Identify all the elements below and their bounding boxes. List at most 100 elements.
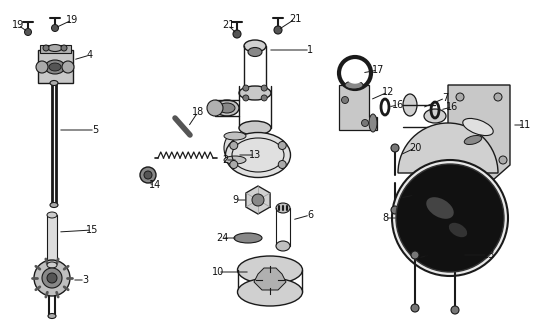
Circle shape	[391, 206, 399, 214]
Text: 2: 2	[222, 155, 228, 165]
Text: 13: 13	[249, 150, 261, 160]
Circle shape	[233, 30, 241, 38]
Text: 15: 15	[86, 225, 98, 235]
Ellipse shape	[449, 223, 467, 237]
Circle shape	[243, 85, 249, 91]
Polygon shape	[448, 85, 510, 180]
Circle shape	[396, 164, 504, 272]
Ellipse shape	[225, 132, 291, 178]
Text: 23: 23	[482, 250, 494, 260]
Ellipse shape	[207, 100, 223, 116]
Circle shape	[392, 160, 508, 276]
Text: 16: 16	[392, 100, 404, 110]
Circle shape	[261, 95, 267, 101]
Polygon shape	[254, 268, 286, 290]
Circle shape	[278, 161, 286, 169]
Text: 3: 3	[82, 275, 88, 285]
Circle shape	[456, 93, 464, 101]
Ellipse shape	[238, 278, 302, 306]
Ellipse shape	[215, 100, 239, 116]
Ellipse shape	[238, 256, 302, 284]
Polygon shape	[339, 85, 377, 130]
Circle shape	[494, 93, 502, 101]
Circle shape	[42, 268, 62, 288]
Text: 20: 20	[409, 190, 421, 200]
Circle shape	[391, 144, 399, 152]
Ellipse shape	[224, 132, 246, 140]
Text: 12: 12	[382, 87, 394, 97]
Text: 10: 10	[212, 267, 224, 277]
Text: 1: 1	[307, 45, 313, 55]
Circle shape	[34, 260, 70, 296]
Circle shape	[62, 61, 74, 73]
Text: 11: 11	[519, 120, 531, 130]
Ellipse shape	[45, 60, 65, 74]
Ellipse shape	[369, 114, 377, 132]
Ellipse shape	[276, 241, 290, 251]
Circle shape	[51, 25, 58, 31]
Ellipse shape	[426, 197, 454, 219]
Polygon shape	[40, 45, 71, 53]
Text: 21: 21	[289, 14, 301, 24]
Ellipse shape	[239, 86, 271, 100]
Ellipse shape	[464, 135, 482, 145]
Text: 16: 16	[446, 102, 458, 112]
Text: 8: 8	[382, 213, 388, 223]
Ellipse shape	[276, 203, 290, 213]
Circle shape	[261, 85, 267, 91]
Ellipse shape	[48, 44, 62, 52]
Circle shape	[411, 304, 419, 312]
Ellipse shape	[239, 121, 271, 135]
Circle shape	[230, 161, 238, 169]
Ellipse shape	[224, 156, 246, 164]
Circle shape	[140, 167, 156, 183]
Text: 9: 9	[232, 195, 238, 205]
Ellipse shape	[219, 103, 235, 113]
Circle shape	[451, 306, 459, 314]
Text: 22: 22	[424, 250, 436, 260]
Text: 14: 14	[149, 180, 161, 190]
Text: 24: 24	[216, 233, 228, 243]
Circle shape	[144, 171, 152, 179]
Text: 17: 17	[372, 65, 384, 75]
Text: 19: 19	[66, 15, 78, 25]
Ellipse shape	[463, 118, 493, 136]
Ellipse shape	[49, 63, 61, 71]
Circle shape	[278, 141, 286, 149]
Ellipse shape	[224, 133, 246, 163]
Circle shape	[499, 156, 507, 164]
Wedge shape	[398, 123, 498, 173]
Circle shape	[341, 97, 348, 103]
Text: 21: 21	[222, 20, 234, 30]
Ellipse shape	[48, 314, 56, 318]
Ellipse shape	[403, 94, 417, 116]
Ellipse shape	[345, 81, 363, 89]
Circle shape	[411, 251, 419, 259]
Ellipse shape	[50, 81, 58, 85]
Text: 5: 5	[92, 125, 98, 135]
Circle shape	[43, 45, 49, 51]
Circle shape	[362, 119, 369, 126]
Ellipse shape	[47, 262, 57, 268]
Text: 7: 7	[442, 93, 448, 103]
Ellipse shape	[234, 233, 262, 243]
Polygon shape	[246, 186, 270, 214]
Ellipse shape	[47, 212, 57, 218]
Text: 20: 20	[409, 143, 421, 153]
Text: 4: 4	[87, 50, 93, 60]
Text: 6: 6	[307, 210, 313, 220]
Circle shape	[36, 61, 48, 73]
Ellipse shape	[248, 47, 262, 57]
Circle shape	[274, 26, 282, 34]
Ellipse shape	[50, 203, 58, 207]
Polygon shape	[38, 50, 73, 83]
Bar	[47, 215, 57, 265]
Circle shape	[61, 45, 67, 51]
Circle shape	[243, 95, 249, 101]
Circle shape	[25, 28, 32, 36]
Ellipse shape	[244, 40, 266, 52]
Circle shape	[230, 141, 238, 149]
Circle shape	[252, 194, 264, 206]
Circle shape	[47, 273, 57, 283]
Ellipse shape	[424, 109, 446, 123]
